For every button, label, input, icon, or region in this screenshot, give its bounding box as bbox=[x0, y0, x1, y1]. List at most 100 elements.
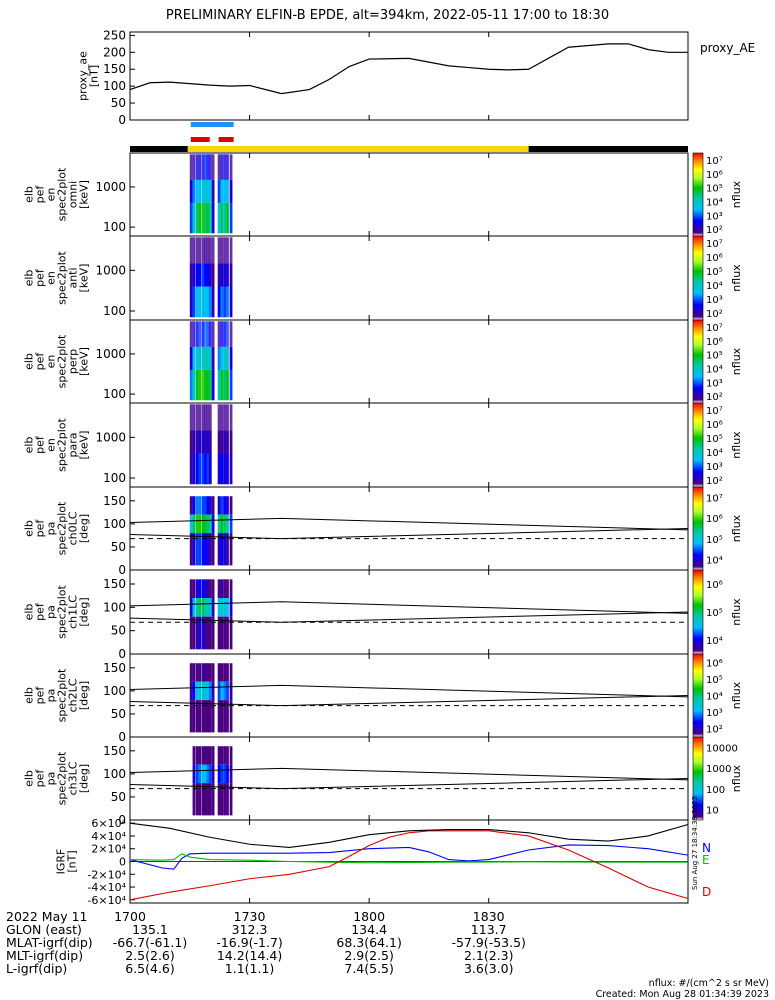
panel-ch3LC-colorbar-tick: 10 bbox=[706, 806, 719, 817]
panel-ch1LC-pixel bbox=[192, 616, 196, 650]
panel-perp-pixel bbox=[192, 346, 196, 370]
igrf-legend-d: D bbox=[702, 885, 711, 899]
panel-para-pixel bbox=[226, 430, 229, 454]
panel-para-ylabel: pef bbox=[34, 435, 47, 454]
panel-ch1LC-pixel bbox=[204, 598, 207, 617]
panel-para-ytick-label: 1000 bbox=[95, 430, 126, 444]
panel-perp-ylabel: elb bbox=[23, 353, 36, 370]
panel-ch1LC-pixel bbox=[195, 616, 199, 650]
panel-para-pixel bbox=[198, 404, 202, 431]
panel-anti-pixel bbox=[204, 263, 207, 287]
panel-para-pixel bbox=[223, 453, 227, 485]
panel-para-pixel bbox=[195, 453, 199, 485]
panel-perp-pixel bbox=[211, 369, 215, 401]
panel-omni-pixel bbox=[208, 202, 212, 234]
panel-ch0LC-pixel bbox=[195, 533, 199, 566]
info-row-value: 3.6(3.0) bbox=[463, 961, 514, 976]
panel-ch0LC-pixel bbox=[226, 533, 229, 566]
info-row-value: 2.9(2.5) bbox=[344, 948, 394, 963]
panel-ch3LC-ylabel: pa bbox=[45, 772, 58, 786]
info-row-value: 135.1 bbox=[132, 922, 168, 937]
panel-anti-pixel bbox=[204, 237, 207, 264]
panel-perp-ytick-label: 1000 bbox=[95, 347, 126, 361]
panel-perp-pixel bbox=[201, 321, 205, 347]
panel-ch2LC-ytick-label: 50 bbox=[111, 707, 126, 721]
panel-ch1LC-ylabel: elb bbox=[23, 604, 36, 621]
panel-ch1LC-pixel bbox=[195, 579, 199, 598]
panel-ch0LC-pixel bbox=[206, 533, 210, 566]
igrf-e-line bbox=[129, 853, 688, 864]
panel-para-pixel bbox=[206, 404, 210, 431]
panel-ch3LC-pixel bbox=[198, 764, 202, 784]
panel-anti-pixel bbox=[217, 286, 221, 318]
proxy-ae-line bbox=[129, 43, 688, 95]
panel-ch2LC-ylabel: pa bbox=[45, 689, 58, 703]
panel-ch2LC-pixel bbox=[223, 700, 227, 733]
info-row-value: 68.3(64.1) bbox=[336, 935, 402, 950]
panel-ch0LC-pixel bbox=[211, 496, 215, 515]
panel-omni-pixel bbox=[211, 154, 215, 180]
panel-ch1LC-pixel bbox=[208, 616, 212, 650]
panel-para-frame bbox=[129, 402, 689, 488]
panel-ch2LC-pixel bbox=[189, 681, 193, 701]
panel-ch3LC-pixel bbox=[195, 764, 199, 784]
panel-ch3LC-pixel bbox=[217, 746, 221, 765]
panel-ch2LC-ytick-label: 100 bbox=[103, 684, 126, 698]
panel-ch2LC-colorbar-tick: 10² bbox=[706, 725, 723, 736]
igrf-legend-e: E bbox=[702, 853, 710, 867]
panel-ch3LC-pixel bbox=[226, 764, 229, 784]
panel-ch0LC-pixel bbox=[195, 496, 199, 515]
panel-ch2LC-pixel bbox=[195, 663, 199, 682]
panel-para-colorbar-tick: 10⁵ bbox=[706, 434, 723, 445]
igrf-legend-n: N bbox=[702, 841, 711, 855]
panel-para-pixel bbox=[217, 453, 221, 485]
panel-omni-pixel bbox=[229, 179, 233, 203]
panel-ch0LC bbox=[129, 486, 689, 571]
panel-anti-pixel bbox=[195, 263, 199, 287]
ae-ylabel: proxy_ae bbox=[77, 51, 90, 101]
panel-anti-pixel bbox=[223, 263, 227, 287]
gold-orbit-bar bbox=[187, 146, 529, 152]
panel-ch0LC-colorbar bbox=[692, 486, 704, 571]
panel-ch2LC-pixel bbox=[206, 663, 210, 682]
panel-ch0LC-pixel bbox=[226, 496, 229, 515]
panel-perp-pixel bbox=[229, 369, 233, 401]
panel-anti-pixel bbox=[223, 286, 227, 318]
panel-ch2LC-pixel bbox=[198, 681, 202, 701]
panel-omni-pixel bbox=[192, 202, 196, 234]
panel-ch2LC-antiloss-cone-line bbox=[129, 695, 689, 707]
panel-para-pixel bbox=[198, 453, 202, 485]
panel-ch3LC-pixel bbox=[192, 746, 196, 765]
info-row-value: -57.9(-53.5) bbox=[451, 935, 526, 950]
panel-para-pixel bbox=[223, 430, 227, 454]
panel-ch3LC-ylabel: spec2plot bbox=[56, 751, 69, 805]
panel-omni-pixel bbox=[204, 202, 207, 234]
panel-ch3LC-pixel bbox=[208, 783, 212, 816]
panel-omni-pixel bbox=[208, 179, 212, 203]
panel-omni-colorbar-label: nflux bbox=[730, 180, 743, 208]
panel-anti-colorbar-tick: 10³ bbox=[706, 295, 723, 306]
igrf-ytick-label: 6×10⁴ bbox=[91, 817, 126, 830]
panel-anti bbox=[129, 235, 689, 321]
panel-ch3LC-pixel bbox=[195, 746, 199, 765]
panel-para-pixel bbox=[189, 453, 193, 485]
panel-omni-pixel bbox=[198, 179, 202, 203]
panel-ch0LC-pixel bbox=[217, 496, 221, 515]
panel-ch0LC-pixel bbox=[201, 533, 205, 566]
panel-ch1LC-pixel bbox=[198, 579, 202, 598]
panel-ch2LC-ytick-label: 0 bbox=[118, 730, 126, 744]
panel-perp-pixel bbox=[206, 321, 210, 347]
panel-ch2LC-pixel bbox=[208, 681, 212, 701]
panel-ch2LC-pixel bbox=[206, 700, 210, 733]
panel-ch1LC-pixel bbox=[217, 598, 221, 617]
panel-para bbox=[129, 402, 689, 488]
panel-omni-pixel bbox=[208, 154, 212, 180]
panel-ch0LC-pixel bbox=[206, 514, 210, 534]
info-row-value: 1700 bbox=[114, 909, 146, 924]
panel-para-colorbar-tick: 10⁶ bbox=[706, 420, 723, 431]
panel-ch1LC-ylabel: ch1LC bbox=[67, 595, 80, 629]
panel-ch1LC-pixel bbox=[217, 579, 221, 598]
info-row-value: 312.3 bbox=[231, 922, 268, 937]
panel-ch1LC-pixel bbox=[226, 598, 229, 617]
